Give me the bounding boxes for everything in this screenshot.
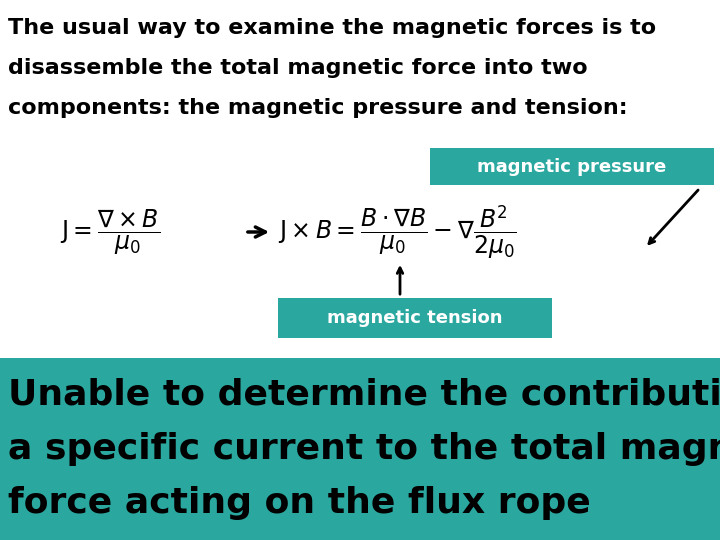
Text: magnetic tension: magnetic tension [328, 309, 503, 327]
Text: disassemble the total magnetic force into two: disassemble the total magnetic force int… [8, 58, 588, 78]
Bar [430, 148, 714, 185]
Text: $\mathrm{J} \times B = \dfrac{B \cdot \nabla B}{\mu_0} - \nabla\dfrac{B^2}{2\mu_: $\mathrm{J} \times B = \dfrac{B \cdot \n… [278, 203, 516, 261]
Text: Unable to determine the contribution by: Unable to determine the contribution by [8, 378, 720, 412]
Text: force acting on the flux rope: force acting on the flux rope [8, 486, 590, 520]
Text: magnetic pressure: magnetic pressure [477, 158, 667, 176]
Text: a specific current to the total magnetic: a specific current to the total magnetic [8, 432, 720, 466]
Text: $\mathrm{J} = \dfrac{\nabla \times B}{\mu_0}$: $\mathrm{J} = \dfrac{\nabla \times B}{\m… [60, 207, 160, 256]
Bar [0, 358, 720, 540]
Text: The usual way to examine the magnetic forces is to: The usual way to examine the magnetic fo… [8, 18, 656, 38]
Text: components: the magnetic pressure and tension:: components: the magnetic pressure and te… [8, 98, 628, 118]
Bar [278, 298, 552, 338]
